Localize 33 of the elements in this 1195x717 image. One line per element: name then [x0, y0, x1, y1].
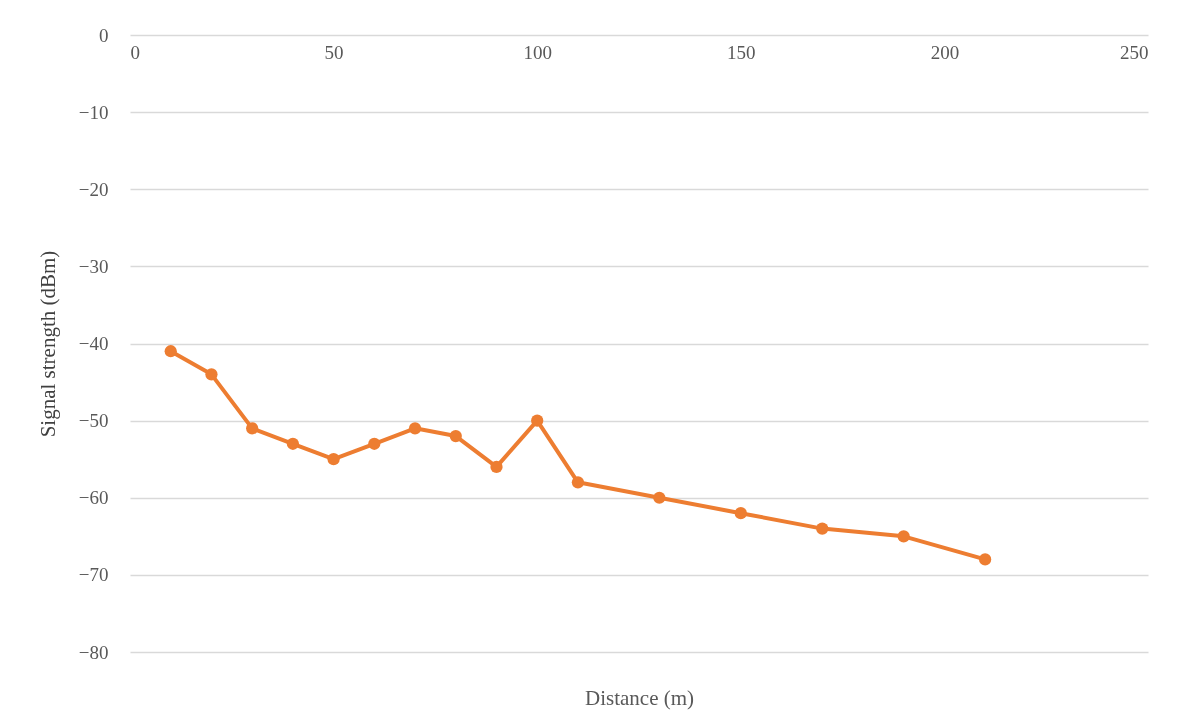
y-tick-label: 0 [99, 24, 109, 46]
y-tick-label: −40 [78, 333, 109, 354]
point [490, 460, 503, 474]
x-tick-label: 50 [324, 41, 344, 63]
point [205, 368, 218, 381]
y-tick-label: −30 [78, 255, 109, 277]
point [246, 422, 259, 435]
x-tick-label: 250 [1120, 41, 1149, 63]
point [571, 476, 585, 489]
point [531, 414, 544, 427]
x-tick-label: 200 [930, 41, 960, 63]
y-tick-label: −20 [78, 178, 109, 200]
point [286, 437, 299, 450]
y-tick-label: −70 [78, 564, 109, 586]
x-tick-label: 100 [523, 41, 552, 63]
point [164, 345, 177, 358]
x-tick-label: 150 [727, 41, 756, 63]
point [734, 507, 747, 520]
point [816, 522, 829, 535]
y-tick-label: −60 [78, 487, 109, 509]
point [897, 530, 910, 543]
point [979, 553, 992, 566]
y-tick-label: −50 [78, 410, 109, 432]
x-axis-title: Distance (m) [584, 685, 695, 710]
x-tick-label: 0 [130, 41, 140, 63]
point [327, 453, 340, 466]
y-axis-title: Signal strength (dBm) [35, 250, 60, 438]
point [368, 437, 381, 450]
y-tick-label: −10 [78, 101, 109, 123]
point [449, 429, 462, 443]
y-tick-label: −80 [78, 641, 109, 663]
point [653, 491, 666, 504]
point [408, 422, 422, 435]
